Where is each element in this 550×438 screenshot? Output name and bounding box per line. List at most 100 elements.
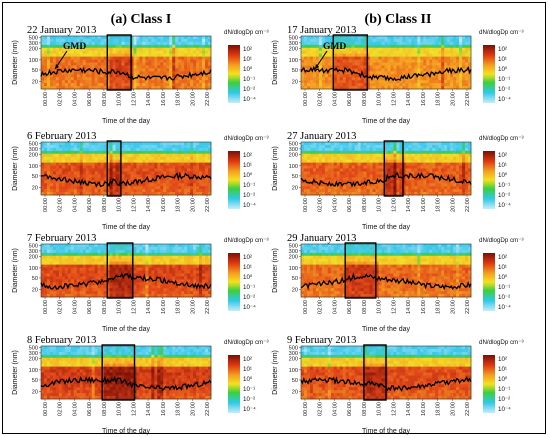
y-tick-label: 500 — [29, 346, 38, 352]
y-tick-label: 500 — [29, 142, 38, 148]
colorbar-tick-label: 10¹ — [243, 264, 252, 271]
x-tick-label: 20:00 — [190, 92, 196, 106]
x-axis-label: Time of the day — [362, 224, 410, 231]
y-tick-label: 100 — [29, 368, 38, 374]
x-tick-label: 16:00 — [161, 300, 167, 314]
x-tick-label: 00:00 — [43, 92, 49, 106]
colorbar-label: dN/dlogDp cm⁻³ — [224, 29, 269, 36]
plot-frame — [300, 141, 472, 196]
y-axis-label: Diameter (nm) — [272, 146, 279, 191]
event-box — [363, 344, 387, 401]
colorbar-tick-label: 10² — [498, 356, 507, 363]
plot-frame — [40, 141, 212, 196]
x-tick-label: 08:00 — [362, 300, 368, 314]
y-tick-label: 200 — [289, 47, 298, 53]
colorbar-tick-label: 10² — [498, 46, 507, 53]
y-axis-label: Diameter (nm) — [272, 40, 279, 85]
x-tick-label: 10:00 — [377, 402, 383, 416]
y-tick-label: 100 — [29, 58, 38, 64]
colorbar-tick-label: 10⁻⁴ — [243, 202, 256, 209]
y-tick-label: 500 — [29, 36, 38, 42]
x-tick-label: 22:00 — [465, 402, 471, 416]
x-tick-label: 02:00 — [58, 92, 64, 106]
x-tick-label: 00:00 — [303, 92, 309, 106]
x-tick-label: 16:00 — [161, 198, 167, 212]
y-tick-label: 50 — [32, 174, 38, 180]
x-tick-label: 20:00 — [190, 300, 196, 314]
y-axis-label: Diameter (nm) — [12, 146, 19, 191]
colorbar-label: dN/dlogDp cm⁻³ — [224, 237, 269, 244]
x-tick-label: 14:00 — [146, 92, 152, 106]
x-tick-label: 22:00 — [205, 92, 211, 106]
panel-title: 6 February 2013 — [27, 131, 96, 142]
x-axis-label: Time of the day — [102, 224, 150, 231]
colorbar-tick-label: 10¹ — [498, 366, 507, 373]
x-tick-label: 14:00 — [406, 92, 412, 106]
x-tick-label: 10:00 — [117, 300, 123, 314]
y-tick-label: 300 — [29, 249, 38, 255]
x-tick-label: 12:00 — [391, 92, 397, 106]
y-tick-label: 100 — [289, 266, 298, 272]
x-tick-label: 08:00 — [102, 198, 108, 212]
x-tick-label: 20:00 — [450, 300, 456, 314]
event-box — [344, 242, 377, 299]
x-tick-label: 18:00 — [176, 300, 182, 314]
y-tick-label: 500 — [289, 244, 298, 250]
x-tick-label: 14:00 — [146, 198, 152, 212]
y-tick-label: 200 — [289, 255, 298, 261]
colorbar — [228, 355, 240, 413]
gmd-line — [300, 65, 472, 82]
x-tick-label: 04:00 — [72, 198, 78, 212]
size-distribution-heatmap — [41, 36, 212, 90]
colorbar — [228, 253, 240, 311]
x-tick-label: 22:00 — [465, 300, 471, 314]
x-tick-label: 18:00 — [436, 402, 442, 416]
x-tick-label: 06:00 — [87, 402, 93, 416]
event-box — [383, 140, 404, 197]
panel-title: 9 February 2013 — [287, 335, 356, 346]
y-tick-label: 100 — [289, 368, 298, 374]
y-tick-label: 200 — [29, 153, 38, 159]
x-tick-label: 20:00 — [450, 402, 456, 416]
y-tick-label: 20 — [292, 186, 298, 192]
y-tick-label: 300 — [289, 249, 298, 255]
y-axis-label: Diameter (nm) — [272, 248, 279, 293]
x-tick-label: 12:00 — [131, 300, 137, 314]
panel-title: 8 February 2013 — [27, 335, 96, 346]
gmd-label: GMD — [323, 42, 346, 52]
x-tick-label: 00:00 — [303, 300, 309, 314]
y-axis-label: Diameter (nm) — [12, 350, 19, 395]
x-tick-label: 02:00 — [318, 92, 324, 106]
y-tick-label: 50 — [292, 378, 298, 384]
x-tick-label: 00:00 — [303, 198, 309, 212]
colorbar-tick-label: 10² — [243, 356, 252, 363]
x-tick-label: 14:00 — [146, 402, 152, 416]
x-tick-label: 18:00 — [176, 92, 182, 106]
gmd-line — [40, 66, 212, 82]
colorbar-tick-label: 10⁻¹ — [498, 284, 510, 291]
y-tick-label: 500 — [289, 142, 298, 148]
panel-title: 27 January 2013 — [287, 131, 356, 142]
plot-frame — [40, 243, 212, 298]
size-distribution-heatmap — [301, 36, 472, 90]
y-tick-label: 20 — [32, 186, 38, 192]
x-tick-label: 14:00 — [406, 402, 412, 416]
colorbar-tick-label: 10⁻² — [498, 396, 510, 403]
x-tick-label: 22:00 — [205, 198, 211, 212]
colorbar-tick-label: 10¹ — [498, 264, 507, 271]
x-tick-label: 22:00 — [205, 402, 211, 416]
x-tick-label: 04:00 — [332, 92, 338, 106]
plot-frame — [300, 243, 472, 298]
colorbar-tick-label: 10⁻¹ — [498, 182, 510, 189]
colorbar-tick-label: 10⁰ — [498, 66, 508, 73]
y-axis-label: Diameter (nm) — [272, 350, 279, 395]
x-tick-label: 10:00 — [117, 198, 123, 212]
y-axis-label: Diameter (nm) — [12, 40, 19, 85]
y-tick-label: 200 — [289, 153, 298, 159]
x-tick-label: 16:00 — [161, 92, 167, 106]
colorbar-tick-label: 10¹ — [498, 56, 507, 63]
y-tick-label: 50 — [32, 378, 38, 384]
